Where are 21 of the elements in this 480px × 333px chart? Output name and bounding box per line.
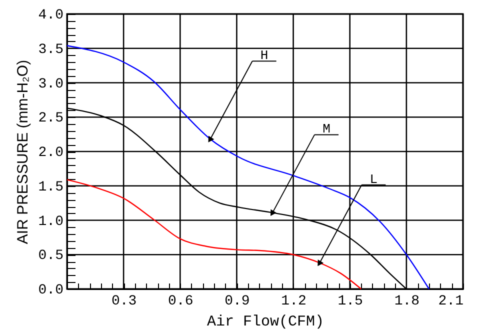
x-axis-title: Air Flow(CFM) — [206, 314, 324, 330]
y-tick-label: 2.0 — [38, 145, 64, 161]
annotation: M — [322, 122, 330, 137]
y-tick-label: 4.0 — [38, 8, 64, 24]
y-tick-label: 1.5 — [38, 179, 64, 196]
x-tick-label: 1.8 — [394, 294, 420, 310]
annotation: H — [260, 48, 268, 64]
y-tick-label: 0.5 — [38, 248, 64, 264]
x-tick-label: 2.1 — [438, 294, 464, 310]
x-tick-label: 0.9 — [224, 294, 250, 310]
y-tick-label: 0.0 — [38, 282, 64, 298]
y-tick-label: 1.0 — [38, 214, 64, 230]
x-tick-label: 0.6 — [168, 294, 194, 310]
annotation: L — [370, 172, 378, 187]
y-tick-label: 3.0 — [38, 76, 64, 92]
y-tick-label: 2.5 — [38, 110, 64, 127]
x-tick-label: 0.3 — [111, 294, 137, 310]
x-tick-label: 1.5 — [338, 294, 363, 310]
y-tick-label: 3.5 — [38, 42, 64, 58]
y-axis-title: AIR PRESSURE (mm-H₂O) — [14, 60, 32, 244]
x-tick-label: 1.2 — [281, 294, 306, 310]
